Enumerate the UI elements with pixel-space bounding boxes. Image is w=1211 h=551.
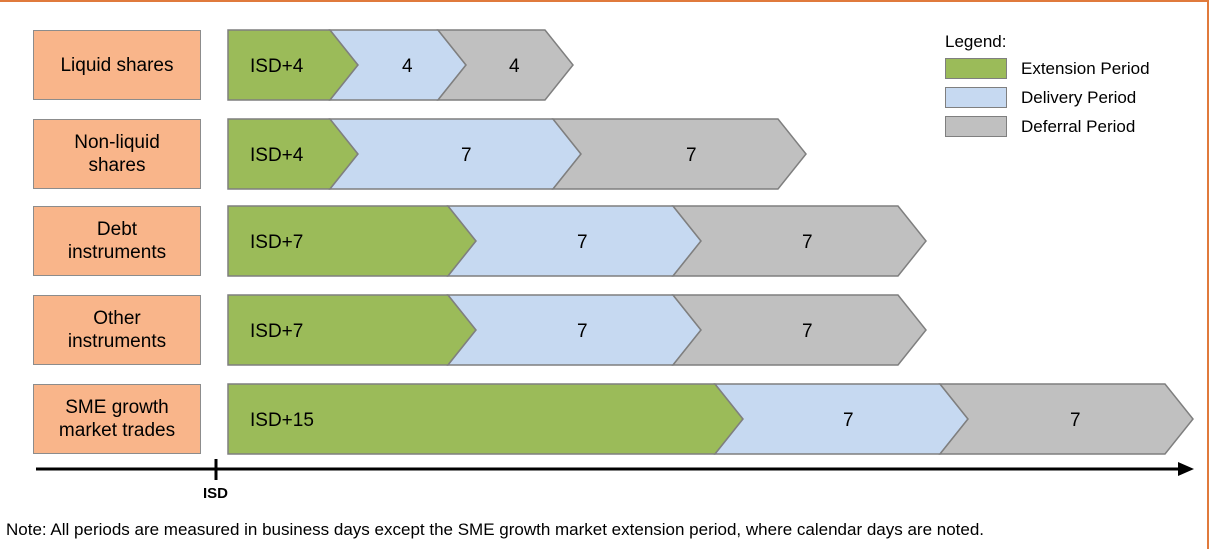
row-label-liquid-shares: Liquid shares <box>33 30 201 100</box>
deferral-period-chevron <box>551 118 807 190</box>
footnote: Note: All periods are measured in busine… <box>6 520 985 539</box>
legend-label: Deferral Period <box>1021 116 1136 136</box>
axis-isd-label: ISD <box>203 485 229 502</box>
legend-label: Extension Period <box>1021 58 1150 78</box>
deferral-period-chevron <box>436 29 574 101</box>
deferral-period-chevron <box>671 205 927 277</box>
row-label-line: instruments <box>67 242 167 263</box>
delivery-period-chevron <box>446 205 702 277</box>
deferral-period-label: 7 <box>686 145 697 166</box>
delivery-period-label: 7 <box>843 410 854 431</box>
timeline-arrowhead-icon <box>1178 462 1194 476</box>
delivery-period-label: 4 <box>402 56 413 77</box>
row-label-line: shares <box>88 155 146 176</box>
deferral-period-label: 7 <box>802 321 813 342</box>
legend-swatch-delivery <box>945 87 1007 108</box>
delivery-period-chevron <box>328 118 582 190</box>
row-label-line: Debt <box>96 219 138 240</box>
delivery-period-chevron <box>446 294 702 366</box>
row-label-line: SME growth <box>65 397 169 418</box>
extension-period-label: ISD+15 <box>250 410 314 431</box>
row-label-sme-growth-market-trades: SME growth market trades <box>33 384 201 454</box>
legend-item-delivery: Delivery Period <box>945 87 1136 108</box>
row-label-debt-instruments: Debt instruments <box>33 206 201 276</box>
row-label-line: Liquid shares <box>60 54 174 76</box>
row-label-line: market trades <box>58 420 176 441</box>
legend-label: Delivery Period <box>1021 87 1137 107</box>
legend-item-deferral: Deferral Period <box>945 116 1135 137</box>
legend-title: Legend: <box>945 32 1007 51</box>
legend-item-extension: Extension Period <box>945 58 1150 79</box>
row-label-line: Other <box>93 308 141 329</box>
deferral-period-label: 4 <box>509 56 520 77</box>
row-label-other-instruments: Other instruments <box>33 295 201 365</box>
row-label-non-liquid-shares: Non-liquid shares <box>33 119 201 189</box>
delivery-period-label: 7 <box>577 321 588 342</box>
legend-swatch-deferral <box>945 116 1007 137</box>
legend-swatch-extension <box>945 58 1007 79</box>
deferral-period-chevron <box>938 383 1194 455</box>
extension-period-label: ISD+4 <box>250 56 304 77</box>
row-label-line: instruments <box>67 331 167 352</box>
row-label-line: Non-liquid <box>74 132 160 153</box>
deferral-period-label: 7 <box>1070 410 1081 431</box>
delivery-period-label: 7 <box>577 232 588 253</box>
extension-period-label: ISD+4 <box>250 145 304 166</box>
extension-period-label: ISD+7 <box>250 321 303 342</box>
deferral-period-chevron <box>671 294 927 366</box>
delivery-period-chevron <box>713 383 969 455</box>
extension-period-label: ISD+7 <box>250 232 303 253</box>
deferral-period-label: 7 <box>802 232 813 253</box>
delivery-period-label: 7 <box>461 145 472 166</box>
